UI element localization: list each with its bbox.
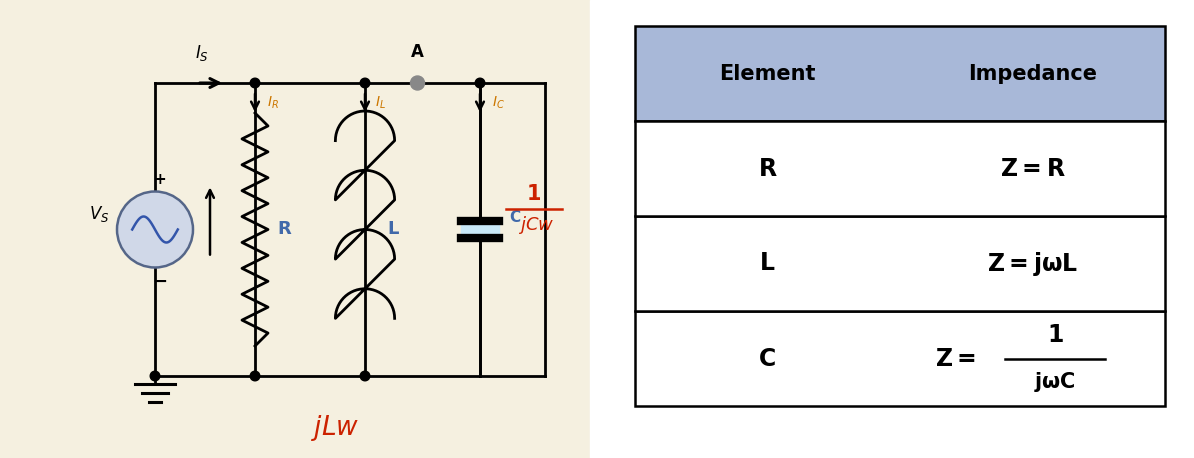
Text: $jLw$: $jLw$ [310, 413, 359, 443]
Text: 1: 1 [527, 185, 541, 205]
Text: C: C [509, 210, 521, 225]
Text: Impedance: Impedance [968, 64, 1097, 83]
Text: $I_S$: $I_S$ [195, 43, 209, 63]
Text: $\mathbf{1}$: $\mathbf{1}$ [1047, 323, 1064, 348]
Text: $\mathbf{j\omega C}$: $\mathbf{j\omega C}$ [1034, 370, 1076, 393]
Bar [635, 26, 1165, 121]
Text: $V_S$: $V_S$ [88, 205, 109, 224]
Text: $I_C$: $I_C$ [492, 95, 505, 111]
Text: L: L [387, 220, 399, 239]
Circle shape [150, 371, 160, 381]
Circle shape [361, 78, 370, 88]
Text: $jCw$: $jCw$ [518, 213, 554, 235]
Circle shape [411, 76, 425, 90]
Text: −: − [153, 273, 167, 290]
Circle shape [251, 371, 260, 381]
Text: $I_R$: $I_R$ [267, 95, 279, 111]
Text: Element: Element [719, 64, 816, 83]
Text: $\mathbf{Z =}$: $\mathbf{Z =}$ [935, 347, 975, 371]
Text: $\mathbf{Z = R}$: $\mathbf{Z = R}$ [999, 157, 1065, 180]
Text: $I_L$: $I_L$ [375, 95, 386, 111]
Bar [590, 0, 1194, 458]
Bar [635, 121, 1165, 216]
Text: $\mathbf{Z = j\omega L}$: $\mathbf{Z = j\omega L}$ [987, 250, 1078, 278]
Bar [635, 216, 1165, 311]
Circle shape [117, 191, 193, 267]
Circle shape [251, 78, 260, 88]
Text: R: R [758, 157, 776, 180]
Text: R: R [277, 220, 291, 239]
Bar [635, 311, 1165, 406]
Text: A: A [411, 43, 424, 61]
Bar [0, 0, 590, 458]
Circle shape [361, 371, 370, 381]
Text: C: C [759, 347, 776, 371]
Circle shape [475, 78, 485, 88]
Text: L: L [761, 251, 775, 276]
Text: +: + [154, 172, 166, 187]
